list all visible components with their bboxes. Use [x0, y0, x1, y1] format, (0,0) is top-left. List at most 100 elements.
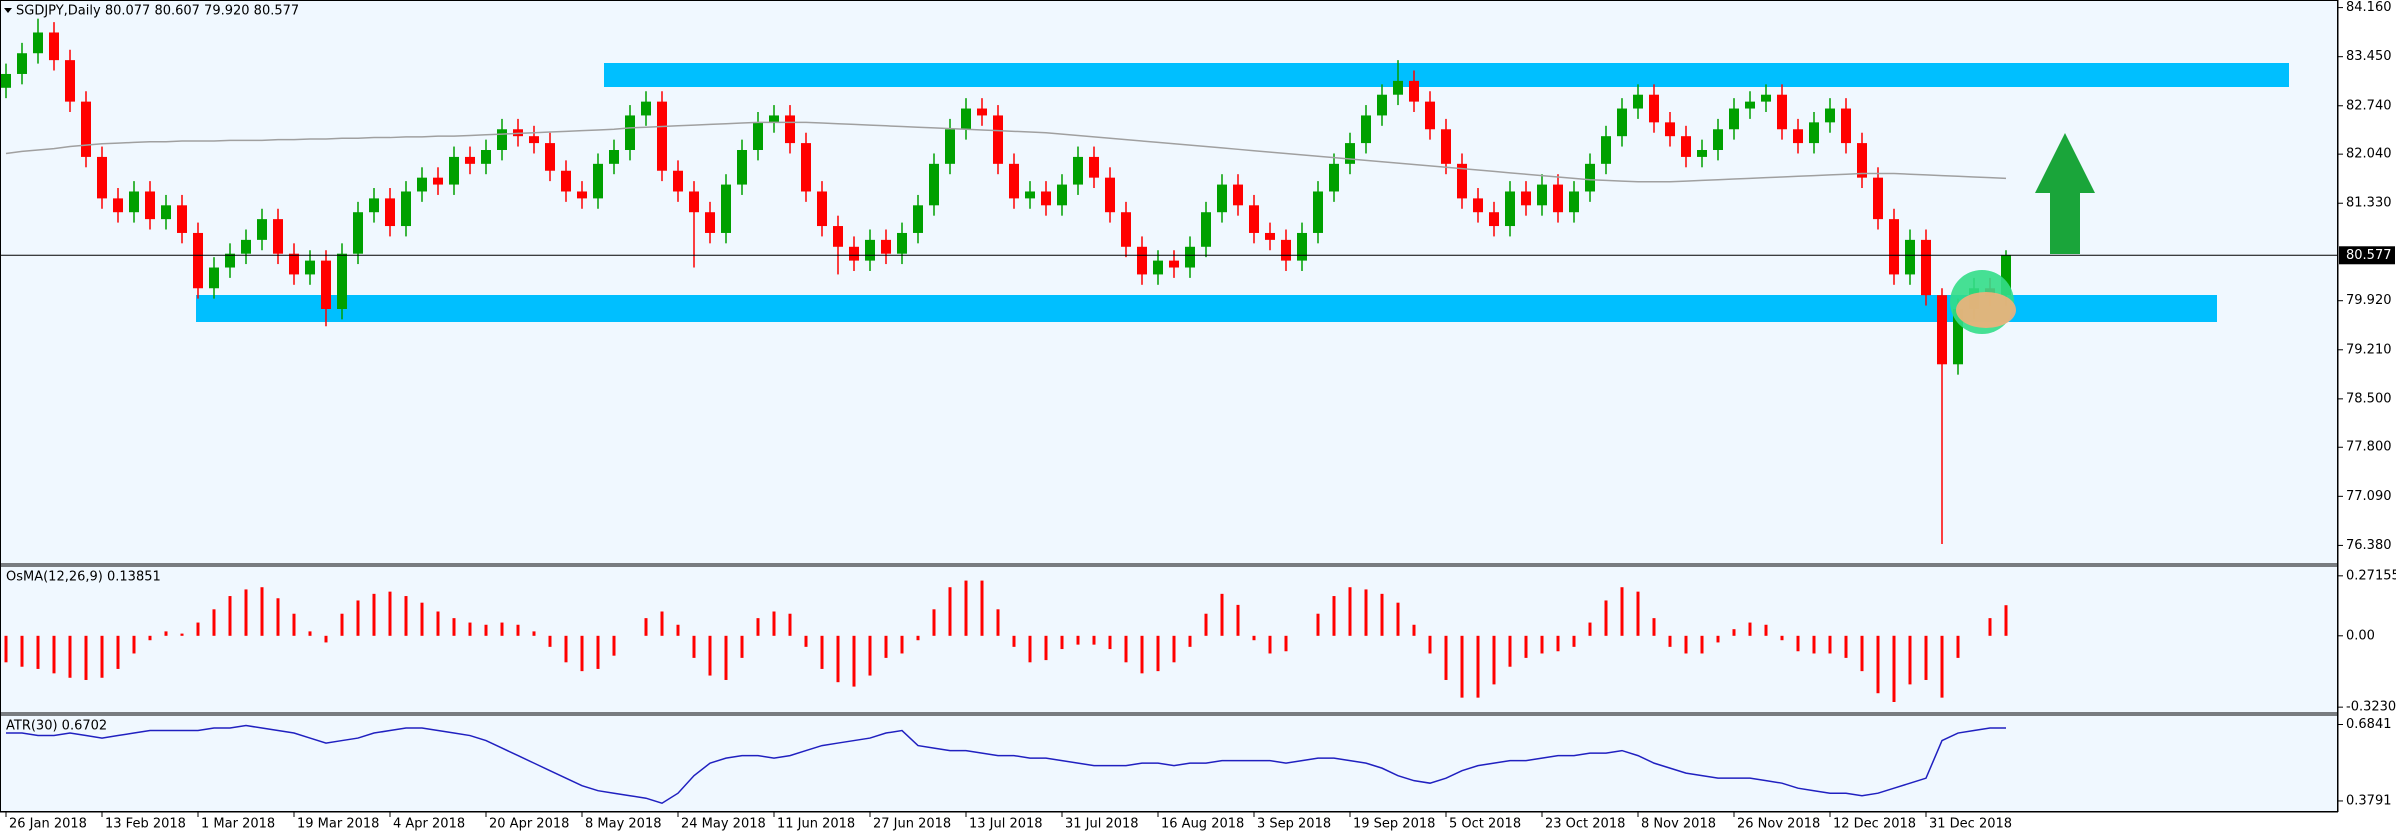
candle-body [1521, 191, 1531, 206]
candle-body [257, 219, 267, 240]
candle-body [1345, 143, 1355, 164]
candle-body [1153, 260, 1163, 275]
candle-body [1025, 191, 1035, 199]
candle-body [1569, 191, 1579, 213]
candle-body [113, 198, 123, 213]
candle-body [817, 191, 827, 227]
candle-body [1169, 260, 1179, 268]
orange-ellipse [1956, 292, 2016, 328]
candle-body [1777, 94, 1787, 130]
candle-body [129, 191, 139, 213]
candle-body [209, 267, 219, 289]
x-tick-label: 1 Mar 2018 [201, 817, 275, 832]
candle-body [1537, 184, 1547, 206]
candle-body [1713, 129, 1723, 151]
candle-body [945, 129, 955, 164]
candle-body [1905, 239, 1915, 275]
candle-body [609, 150, 619, 164]
y-tick-label: 82.040 [2346, 147, 2392, 162]
x-tick-label: 26 Nov 2018 [1737, 817, 1820, 832]
candle-body [1873, 177, 1883, 220]
plot-area [1, 18, 2011, 805]
candle-body [193, 232, 203, 289]
x-tick-label: 19 Mar 2018 [297, 817, 379, 832]
candle-body [1761, 94, 1771, 102]
candle-body [65, 60, 75, 102]
candle-body [993, 115, 1003, 164]
candle-body [17, 53, 27, 74]
candle-body [225, 253, 235, 268]
candle-body [881, 239, 891, 254]
y-tick-label: 77.090 [2346, 489, 2392, 504]
candle-body [145, 191, 155, 220]
candle-body [81, 101, 91, 157]
candle-body [673, 170, 683, 192]
atr-title: ATR(30) 0.6702 [6, 719, 107, 734]
candle-body [369, 198, 379, 213]
candle-body [97, 156, 107, 199]
candle-body [49, 32, 59, 61]
candle-body [1825, 108, 1835, 123]
candle-body [1105, 177, 1115, 213]
candle-body [737, 150, 747, 185]
candle-body [961, 108, 971, 130]
y-tick-label: 76.380 [2346, 538, 2392, 553]
y-tick-label: -0.32304 [2346, 700, 2396, 715]
highlights [1950, 133, 2095, 334]
candle-body [1057, 184, 1067, 206]
y-tick-label: 79.920 [2346, 293, 2392, 308]
osma-title: OsMA(12,26,9) 0.13851 [6, 570, 161, 585]
candle-body [1953, 308, 1963, 365]
x-tick-label: 8 Nov 2018 [1641, 817, 1716, 832]
x-tick-label: 4 Apr 2018 [393, 817, 465, 832]
candle-body [417, 177, 427, 192]
candle-body [849, 246, 859, 261]
y-tick-label: 78.500 [2346, 391, 2392, 406]
candle-body [1729, 108, 1739, 130]
candle-body [1425, 101, 1435, 130]
candle-body [801, 143, 811, 192]
x-tick-label: 31 Dec 2018 [1929, 817, 2012, 832]
candle-body [1361, 115, 1371, 144]
candle-body [1697, 150, 1707, 157]
candle-body [1313, 191, 1323, 233]
candle-body [449, 156, 459, 185]
x-tick-label: 16 Aug 2018 [1161, 817, 1244, 832]
candle-body [913, 205, 923, 233]
candle-body [1585, 163, 1595, 192]
candle-body [657, 101, 667, 171]
y-tick-label: 77.800 [2346, 440, 2392, 455]
candle-body [1137, 246, 1147, 275]
x-tick-label: 5 Oct 2018 [1449, 817, 1521, 832]
candle-body [1393, 80, 1403, 95]
candle-body [897, 232, 907, 254]
y-tick-label: 84.160 [2346, 0, 2392, 15]
candle-body [1809, 122, 1819, 144]
resistance-zone [604, 63, 2289, 87]
x-tick-label: 20 Apr 2018 [489, 817, 569, 832]
candle-body [353, 212, 363, 254]
candle-body [33, 32, 43, 54]
moving-average [5, 121, 2007, 183]
candle-body [177, 205, 187, 233]
candle-body [1457, 163, 1467, 199]
candle-body [305, 260, 315, 275]
menu-triangle [4, 8, 12, 13]
candle-body [689, 191, 699, 213]
x-tick-label: 24 May 2018 [681, 817, 766, 832]
candle-body [1665, 122, 1675, 137]
y-tick-label: 81.330 [2346, 196, 2392, 211]
up-arrow [2035, 133, 2095, 254]
x-tick-label: 13 Feb 2018 [105, 817, 186, 832]
candle-body [705, 212, 715, 233]
support-zone [196, 295, 2217, 322]
candle-body [1681, 136, 1691, 157]
candle-body [561, 170, 571, 192]
candle-body [1889, 219, 1899, 275]
y-tick-label: 83.450 [2346, 49, 2392, 64]
candle-body [481, 150, 491, 164]
candle-body [545, 143, 555, 171]
candle-body [1937, 295, 1947, 365]
candle-body [929, 163, 939, 206]
